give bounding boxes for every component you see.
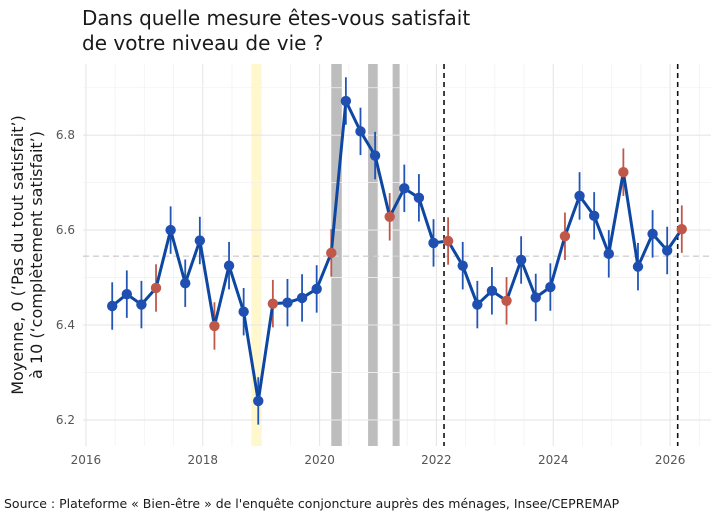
data-point-9 <box>223 260 235 271</box>
y-axis-label-line-2: à 10 (‘complètement satisfait’) <box>27 131 46 379</box>
data-point-21 <box>399 183 410 194</box>
data-point-37 <box>632 261 644 272</box>
x-tick-label-2024: 2024 <box>538 453 569 467</box>
data-point-2 <box>121 288 133 300</box>
data-point-27 <box>486 285 498 297</box>
x-tick-label-2020: 2020 <box>304 453 335 467</box>
x-tick-label-2026: 2026 <box>655 453 686 467</box>
data-point-23 <box>428 237 439 249</box>
data-point-11 <box>253 395 264 407</box>
data-point-6 <box>180 278 191 289</box>
shaded-band-1 <box>251 64 262 446</box>
data-point-7 <box>194 235 206 246</box>
highlight-point-32 <box>559 231 571 242</box>
shaded-band-4 <box>392 64 400 446</box>
chart-title-line-2: de votre niveau de vie ? <box>82 31 324 55</box>
shaded-bands <box>251 64 400 446</box>
data-point-19 <box>369 150 381 161</box>
highlight-point-24 <box>442 235 454 247</box>
y-tick-label-0: 6.2 <box>56 413 75 427</box>
shaded-band-2 <box>331 64 342 446</box>
y-tick-label-3: 6.8 <box>56 128 75 142</box>
x-tick-label-2022: 2022 <box>421 453 452 467</box>
y-tick-label-2: 6.6 <box>56 223 75 237</box>
data-point-39 <box>661 245 673 256</box>
data-point-29 <box>515 254 527 266</box>
highlight-point-28 <box>501 295 512 306</box>
y-axis-label: Moyenne, 0 (‘Pas du tout satisfait’) à 1… <box>8 115 46 395</box>
data-point-10 <box>238 306 249 317</box>
data-point-18 <box>355 126 366 137</box>
axis-ticks: 2016 2018 2020 2022 2024 2026 6.2 6.4 6.6 6.8 <box>56 128 685 467</box>
data-point-5 <box>165 224 176 236</box>
data-point-1 <box>107 300 118 312</box>
data-point-26 <box>472 299 483 310</box>
highlight-point-16 <box>326 247 337 259</box>
highlight-point-4 <box>150 282 162 294</box>
highlight-point-12 <box>267 298 279 309</box>
source-note: Source : Plateforme « Bien-être » de l'e… <box>4 496 620 511</box>
data-point-17 <box>340 95 352 107</box>
chart-title-line-1: Dans quelle mesure êtes-vous satisfait <box>82 6 471 30</box>
data-point-14 <box>296 292 308 304</box>
highlight-point-8 <box>209 320 220 332</box>
highlight-point-40 <box>676 223 687 235</box>
data-point-22 <box>413 192 425 204</box>
data-point-15 <box>311 283 322 295</box>
series-path <box>111 99 684 403</box>
data-point-3 <box>136 299 147 310</box>
x-tick-label-2016: 2016 <box>71 453 102 467</box>
data-point-35 <box>603 248 614 260</box>
data-points <box>107 95 687 407</box>
data-point-34 <box>588 210 600 222</box>
y-axis-label-line-1: Moyenne, 0 (‘Pas du tout satisfait’) <box>8 115 27 395</box>
data-point-31 <box>545 281 556 293</box>
highlight-point-20 <box>384 211 395 222</box>
y-tick-label-1: 6.4 <box>56 318 75 332</box>
chart-title: Dans quelle mesure êtes-vous satisfait d… <box>82 6 470 56</box>
data-point-13 <box>282 297 293 308</box>
x-tick-label-2018: 2018 <box>187 453 218 467</box>
highlight-point-36 <box>618 166 629 178</box>
series-line <box>111 99 684 403</box>
data-point-30 <box>530 292 541 303</box>
data-point-38 <box>647 228 658 240</box>
shaded-band-3 <box>368 64 379 446</box>
data-point-25 <box>457 260 468 271</box>
data-point-33 <box>574 190 585 202</box>
